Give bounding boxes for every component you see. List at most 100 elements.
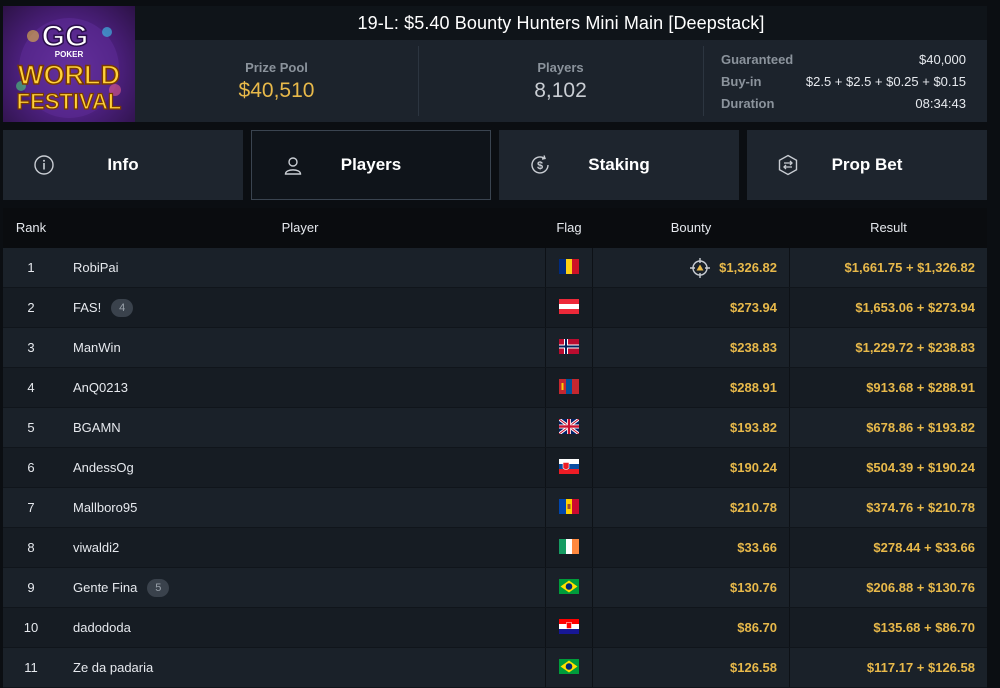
result-cell: $135.68 + $86.70 bbox=[873, 620, 975, 635]
flag-cell bbox=[546, 248, 592, 288]
tab-info[interactable]: Info bbox=[3, 130, 243, 200]
player-cell[interactable]: RobiPai bbox=[73, 248, 533, 288]
player-name[interactable]: AndessOg bbox=[73, 460, 134, 475]
player-name[interactable]: dadododa bbox=[73, 620, 131, 635]
column-divider bbox=[545, 648, 546, 688]
column-divider bbox=[545, 368, 546, 408]
player-cell[interactable]: viwaldi2 bbox=[73, 528, 533, 568]
player-name[interactable]: BGAMN bbox=[73, 420, 121, 435]
table-row[interactable]: 9 Gente Fina 5 $130.76 $206.88 + $130.76 bbox=[3, 568, 987, 608]
prize-pool-value: $40,510 bbox=[238, 78, 315, 102]
table-row[interactable]: 6 AndessOg $190.24 $504.39 + $190.24 bbox=[3, 448, 987, 488]
rank-cell: 11 bbox=[24, 660, 38, 675]
col-flag-header[interactable]: Flag bbox=[556, 220, 582, 235]
result-cell: $678.86 + $193.82 bbox=[866, 420, 975, 435]
players-value: 8,102 bbox=[534, 78, 587, 102]
bounty-cell: $190.24 bbox=[593, 448, 789, 488]
player-name[interactable]: RobiPai bbox=[73, 260, 119, 275]
col-player-header[interactable]: Player bbox=[281, 220, 319, 235]
column-divider bbox=[545, 328, 546, 368]
title-bar: 19-L: $5.40 Bounty Hunters Mini Main [De… bbox=[135, 6, 987, 40]
result-cell: $206.88 + $130.76 bbox=[866, 580, 975, 595]
player-name[interactable]: AnQ0213 bbox=[73, 380, 128, 395]
player-cell[interactable]: AnQ0213 bbox=[73, 368, 533, 408]
player-cell[interactable]: Ze da padaria bbox=[73, 648, 533, 688]
bounty-value: $288.91 bbox=[730, 380, 777, 395]
bounty-cell: $1,326.82 bbox=[593, 248, 789, 288]
column-divider bbox=[789, 368, 790, 408]
column-divider bbox=[592, 448, 593, 488]
bounty-cell: $193.82 bbox=[593, 408, 789, 448]
guaranteed-value: $40,000 bbox=[919, 51, 966, 67]
uk-flag bbox=[559, 419, 579, 434]
table-row[interactable]: 5 BGAMN $193.82 $678.86 + $193.82 bbox=[3, 408, 987, 448]
table-row[interactable]: 7 Mallboro95 $210.78 $374.76 + $210.78 bbox=[3, 488, 987, 528]
table-row[interactable]: 10 dadododa $86.70 $135.68 + $86.70 bbox=[3, 608, 987, 648]
table-row[interactable]: 8 viwaldi2 $33.66 $278.44 + $33.66 bbox=[3, 528, 987, 568]
bounty-value: $238.83 bbox=[730, 340, 777, 355]
norway-flag bbox=[559, 339, 579, 354]
player-name[interactable]: FAS! bbox=[73, 300, 102, 315]
tab-prop-bet[interactable]: Prop Bet bbox=[747, 130, 987, 200]
svg-text:$: $ bbox=[537, 160, 543, 172]
stats-divider bbox=[418, 46, 419, 116]
austria-flag bbox=[559, 299, 579, 314]
result-cell: $374.76 + $210.78 bbox=[866, 500, 975, 515]
table-row[interactable]: 3 ManWin $238.83 $1,229.72 + $238.83 bbox=[3, 328, 987, 368]
column-divider bbox=[789, 248, 790, 288]
result-cell: $1,653.06 + $273.94 bbox=[855, 300, 975, 315]
bounty-value: $86.70 bbox=[737, 620, 777, 635]
moldova-flag bbox=[559, 499, 579, 514]
guaranteed-label: Guaranteed bbox=[721, 51, 794, 67]
col-bounty-header[interactable]: Bounty bbox=[670, 220, 712, 235]
column-divider bbox=[592, 528, 593, 568]
info-icon bbox=[34, 155, 54, 175]
player-name[interactable]: viwaldi2 bbox=[73, 540, 120, 555]
stats-panel: Prize Pool $40,510 Players 8,102 Guarant… bbox=[135, 40, 987, 122]
player-cell[interactable]: Gente Fina 5 bbox=[73, 568, 533, 608]
column-divider bbox=[789, 488, 790, 528]
player-cell[interactable]: AndessOg bbox=[73, 448, 533, 488]
tournament-details: Guaranteed $40,000 Buy-in $2.5 + $2.5 + … bbox=[721, 40, 971, 122]
result-cell: $278.44 + $33.66 bbox=[873, 540, 975, 555]
player-cell[interactable]: dadododa bbox=[73, 608, 533, 648]
player-cell[interactable]: ManWin bbox=[73, 328, 533, 368]
table-row[interactable]: 2 FAS! 4 $273.94 $1,653.06 + $273.94 bbox=[3, 288, 987, 328]
player-badge: 5 bbox=[147, 578, 170, 597]
result-cell: $504.39 + $190.24 bbox=[866, 460, 975, 475]
col-rank-header[interactable]: Rank bbox=[15, 220, 47, 235]
mongolia-flag bbox=[559, 379, 579, 394]
tab-staking[interactable]: $ Staking bbox=[499, 130, 739, 200]
duration-label: Duration bbox=[721, 95, 775, 111]
brazil-flag bbox=[559, 659, 579, 674]
column-divider bbox=[592, 408, 593, 448]
player-cell[interactable]: BGAMN bbox=[73, 408, 533, 448]
duration-value: 08:34:43 bbox=[915, 95, 966, 111]
table-row[interactable]: 1 RobiPai $1,326.82 $1,661.75 + $1,326.82 bbox=[3, 248, 987, 288]
bounty-cell: $33.66 bbox=[593, 528, 789, 568]
flag-cell bbox=[546, 288, 592, 328]
player-name[interactable]: Ze da padaria bbox=[73, 660, 154, 675]
table-row[interactable]: 4 AnQ0213 $288.91 $913.68 + $288.91 bbox=[3, 368, 987, 408]
column-divider bbox=[789, 448, 790, 488]
player-name[interactable]: Gente Fina bbox=[73, 580, 138, 595]
player-name[interactable]: ManWin bbox=[73, 340, 121, 355]
user-icon bbox=[284, 157, 302, 175]
buy-in-label: Buy-in bbox=[721, 73, 762, 89]
table-row[interactable]: 11 Ze da padaria $126.58 $117.17 + $126.58 bbox=[3, 648, 987, 688]
player-cell[interactable]: Mallboro95 bbox=[73, 488, 533, 528]
column-divider bbox=[592, 488, 593, 528]
tab-players[interactable]: Players bbox=[251, 130, 491, 200]
rank-cell: 1 bbox=[27, 260, 35, 275]
romania-flag bbox=[559, 259, 579, 274]
rank-cell: 4 bbox=[27, 380, 35, 395]
stats-divider bbox=[703, 46, 704, 116]
result-cell: $1,661.75 + $1,326.82 bbox=[844, 260, 975, 275]
column-divider bbox=[789, 288, 790, 328]
rank-cell: 8 bbox=[27, 540, 35, 555]
croatia-flag bbox=[559, 619, 579, 634]
col-result-header[interactable]: Result bbox=[870, 220, 907, 235]
player-cell[interactable]: FAS! 4 bbox=[73, 288, 533, 328]
player-name[interactable]: Mallboro95 bbox=[73, 500, 138, 515]
bounty-cell: $238.83 bbox=[593, 328, 789, 368]
